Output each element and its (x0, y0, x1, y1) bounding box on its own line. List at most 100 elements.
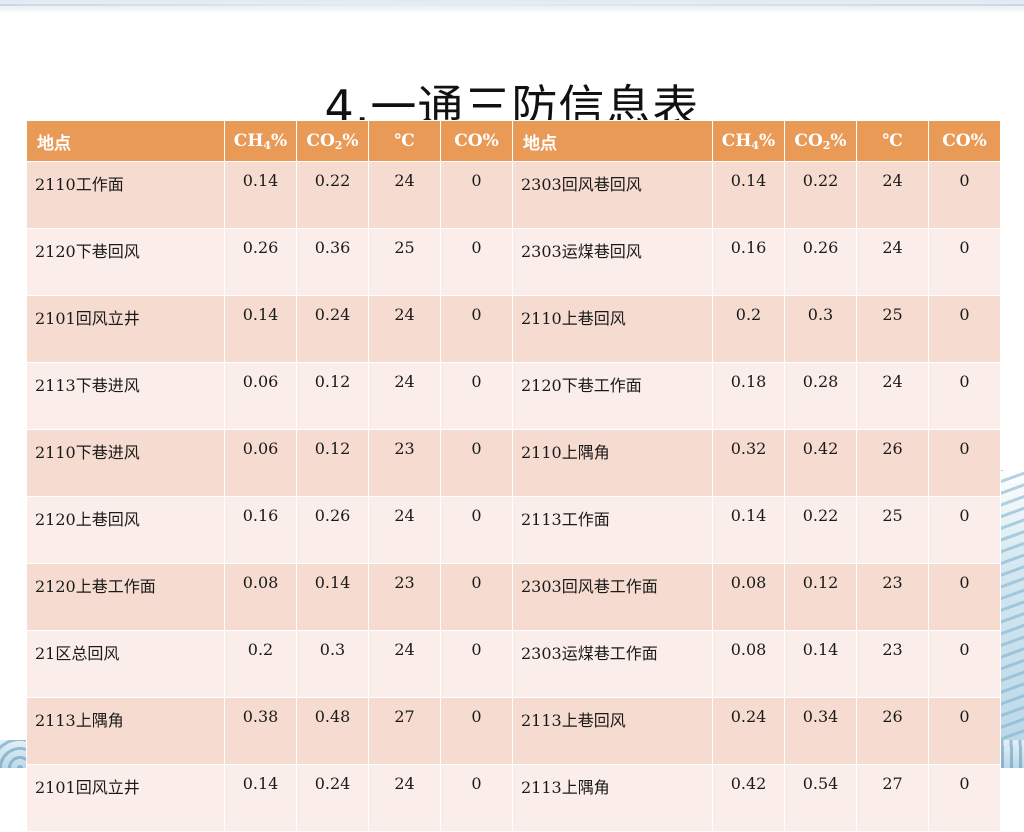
cell-temp: 25 (856, 496, 929, 564)
header-co-right: CO% (928, 120, 1001, 162)
table-row: 2101回风立井 0.14 0.24 24 0 2110上巷回风 0.2 0.3… (26, 295, 1001, 363)
cell-co: 0 (440, 161, 513, 229)
cell-temp: 24 (368, 496, 441, 564)
header-ch4-subscript: 4 (263, 138, 272, 152)
cell-co2: 0.48 (296, 697, 369, 765)
cell-temp: 24 (368, 295, 441, 363)
header-ch4-text: CH (233, 130, 264, 151)
cell-co2: 0.28 (784, 362, 857, 430)
table-header-row: 地点 CH4% CO2% ℃ CO% 地点 CH4% CO2% ℃ CO% (26, 120, 1001, 162)
cell-co: 0 (928, 228, 1001, 296)
cell-location: 2110工作面 (26, 161, 225, 229)
header-co2-left: CO2% (296, 120, 369, 162)
cell-temp: 23 (856, 563, 929, 631)
table-row: 2110下巷进风 0.06 0.12 23 0 2110上隅角 0.32 0.4… (26, 429, 1001, 497)
cell-location: 2110下巷进风 (26, 429, 225, 497)
header-co2-subscript: 2 (822, 138, 831, 152)
header-co2-subscript: 2 (334, 138, 343, 152)
cell-location: 2113下巷进风 (26, 362, 225, 430)
cell-co: 0 (440, 764, 513, 832)
cell-temp: 24 (368, 764, 441, 832)
cell-co2: 0.12 (784, 563, 857, 631)
cell-temp: 27 (368, 697, 441, 765)
header-ch4-text: CH (721, 130, 752, 151)
cell-co2: 0.12 (296, 429, 369, 497)
cell-temp: 23 (368, 429, 441, 497)
cell-co: 0 (440, 362, 513, 430)
table-row: 2120下巷回风 0.26 0.36 25 0 2303运煤巷回风 0.16 0… (26, 228, 1001, 296)
header-ch4-percent: % (759, 130, 776, 151)
cell-co: 0 (440, 496, 513, 564)
cell-ch4: 0.16 (712, 228, 785, 296)
cell-co2: 0.24 (296, 764, 369, 832)
header-ch4-percent: % (271, 130, 288, 151)
cell-co2: 0.26 (296, 496, 369, 564)
cell-co2: 0.34 (784, 697, 857, 765)
cell-ch4: 0.14 (712, 161, 785, 229)
ventilation-gas-info-table: 地点 CH4% CO2% ℃ CO% 地点 CH4% CO2% ℃ CO% 21… (26, 120, 1001, 832)
cell-ch4: 0.08 (224, 563, 297, 631)
cell-temp: 24 (368, 630, 441, 698)
cell-ch4: 0.14 (224, 161, 297, 229)
header-co2-text: CO (306, 130, 335, 151)
cell-ch4: 0.24 (712, 697, 785, 765)
cell-co: 0 (440, 563, 513, 631)
cell-co2: 0.22 (296, 161, 369, 229)
cell-location: 2303运煤巷工作面 (512, 630, 713, 698)
cell-co: 0 (440, 429, 513, 497)
cell-co: 0 (928, 563, 1001, 631)
header-ch4-subscript: 4 (751, 138, 760, 152)
header-ch4-right: CH4% (712, 120, 785, 162)
table-row: 2113上隅角 0.38 0.48 27 0 2113上巷回风 0.24 0.3… (26, 697, 1001, 765)
header-co-left: CO% (440, 120, 513, 162)
cell-ch4: 0.38 (224, 697, 297, 765)
table-row: 2120上巷回风 0.16 0.26 24 0 2113工作面 0.14 0.2… (26, 496, 1001, 564)
cell-co: 0 (928, 697, 1001, 765)
header-co2-percent: % (342, 130, 359, 151)
cell-ch4: 0.2 (224, 630, 297, 698)
cell-ch4: 0.18 (712, 362, 785, 430)
cell-co2: 0.24 (296, 295, 369, 363)
cell-location: 2120下巷回风 (26, 228, 225, 296)
cell-temp: 24 (856, 228, 929, 296)
table-row: 2113下巷进风 0.06 0.12 24 0 2120下巷工作面 0.18 0… (26, 362, 1001, 430)
table-row: 21区总回风 0.2 0.3 24 0 2303运煤巷工作面 0.08 0.14… (26, 630, 1001, 698)
cell-ch4: 0.16 (224, 496, 297, 564)
header-temp-right: ℃ (856, 120, 929, 162)
cell-co2: 0.22 (784, 496, 857, 564)
cell-co2: 0.42 (784, 429, 857, 497)
top-decorative-band (0, 0, 1024, 14)
cell-co: 0 (928, 630, 1001, 698)
cell-location: 2303回风巷工作面 (512, 563, 713, 631)
cell-co: 0 (440, 630, 513, 698)
table-row: 2120上巷工作面 0.08 0.14 23 0 2303回风巷工作面 0.08… (26, 563, 1001, 631)
cell-co2: 0.14 (784, 630, 857, 698)
cell-location: 2113工作面 (512, 496, 713, 564)
header-ch4-left: CH4% (224, 120, 297, 162)
cell-co: 0 (928, 161, 1001, 229)
cell-co: 0 (440, 697, 513, 765)
cell-ch4: 0.08 (712, 630, 785, 698)
cell-location: 2113上隅角 (26, 697, 225, 765)
cell-ch4: 0.14 (224, 764, 297, 832)
cell-ch4: 0.08 (712, 563, 785, 631)
cell-ch4: 0.26 (224, 228, 297, 296)
cell-co: 0 (928, 295, 1001, 363)
cell-temp: 26 (856, 697, 929, 765)
cell-co2: 0.36 (296, 228, 369, 296)
cell-co2: 0.14 (296, 563, 369, 631)
cell-temp: 27 (856, 764, 929, 832)
cell-ch4: 0.2 (712, 295, 785, 363)
cell-ch4: 0.06 (224, 429, 297, 497)
header-co2-percent: % (830, 130, 847, 151)
cell-location: 2110上巷回风 (512, 295, 713, 363)
cell-co2: 0.3 (296, 630, 369, 698)
cell-temp: 25 (368, 228, 441, 296)
cell-temp: 24 (368, 362, 441, 430)
cell-co: 0 (440, 295, 513, 363)
header-co2-text: CO (794, 130, 823, 151)
cell-location: 2303回风巷回风 (512, 161, 713, 229)
header-location-left: 地点 (26, 120, 225, 162)
cell-temp: 24 (856, 161, 929, 229)
cell-ch4: 0.32 (712, 429, 785, 497)
